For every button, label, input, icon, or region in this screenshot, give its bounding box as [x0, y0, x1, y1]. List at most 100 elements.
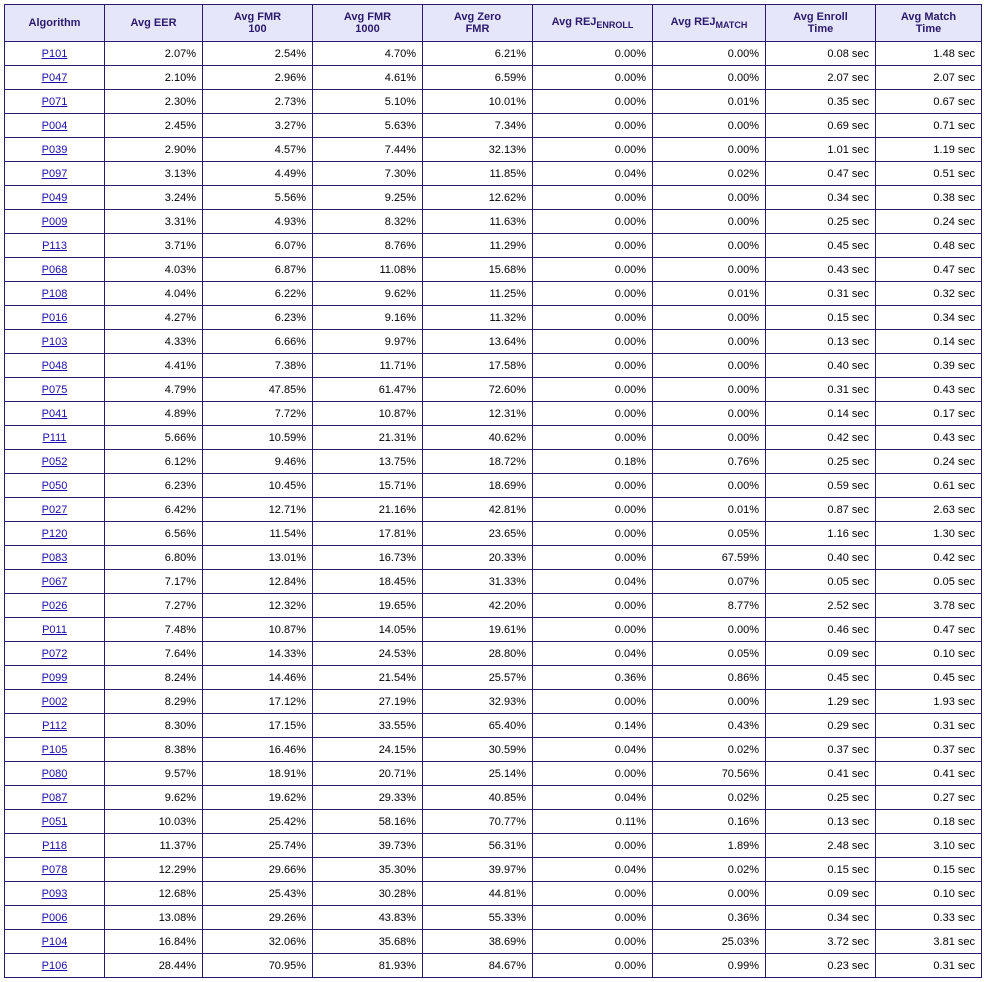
match_time-cell: 1.19 sec	[876, 138, 982, 162]
algorithm-link[interactable]: P009	[42, 216, 68, 228]
rej_match-cell: 0.01%	[653, 282, 766, 306]
col-header-fmr100[interactable]: Avg FMR100	[203, 5, 313, 42]
table-row: P0712.30%2.73%5.10%10.01%0.00%0.01%0.35 …	[5, 90, 982, 114]
algorithm-link[interactable]: P016	[42, 312, 68, 324]
algorithm-link[interactable]: P075	[42, 384, 68, 396]
fmr100-cell: 29.66%	[203, 858, 313, 882]
algorithm-link[interactable]: P113	[42, 240, 67, 252]
enroll_time-cell: 0.25 sec	[766, 786, 876, 810]
zerofmr-cell: 12.31%	[423, 402, 533, 426]
rej_match-cell: 25.03%	[653, 930, 766, 954]
rej_enroll-cell: 0.00%	[533, 138, 653, 162]
col-header-zerofmr[interactable]: Avg ZeroFMR	[423, 5, 533, 42]
col-header-algo[interactable]: Algorithm	[5, 5, 105, 42]
algorithm-link[interactable]: P104	[42, 936, 68, 948]
match_time-cell: 0.31 sec	[876, 954, 982, 978]
rej_match-cell: 8.77%	[653, 594, 766, 618]
col-header-eer[interactable]: Avg EER	[105, 5, 203, 42]
rej_enroll-cell: 0.00%	[533, 330, 653, 354]
enroll_time-cell: 0.87 sec	[766, 498, 876, 522]
enroll_time-cell: 0.15 sec	[766, 858, 876, 882]
algo-cell: P068	[5, 258, 105, 282]
algorithm-link[interactable]: P106	[42, 960, 68, 972]
algorithm-link[interactable]: P072	[42, 648, 68, 660]
algorithm-link[interactable]: P101	[42, 48, 68, 60]
algorithm-link[interactable]: P011	[42, 624, 67, 636]
match_time-cell: 0.34 sec	[876, 306, 982, 330]
match_time-cell: 0.61 sec	[876, 474, 982, 498]
match_time-cell: 0.67 sec	[876, 90, 982, 114]
col-header-fmr1000[interactable]: Avg FMR1000	[313, 5, 423, 42]
eer-cell: 4.04%	[105, 282, 203, 306]
fmr1000-cell: 35.30%	[313, 858, 423, 882]
algorithm-link[interactable]: P050	[42, 480, 68, 492]
algorithm-link[interactable]: P071	[42, 96, 68, 108]
algo-cell: P027	[5, 498, 105, 522]
algorithm-link[interactable]: P041	[42, 408, 68, 420]
rej_enroll-cell: 0.04%	[533, 738, 653, 762]
match_time-cell: 0.47 sec	[876, 618, 982, 642]
algorithm-link[interactable]: P118	[42, 840, 67, 852]
algorithm-link[interactable]: P002	[42, 696, 68, 708]
col-header-rej_enroll[interactable]: Avg REJENROLL	[533, 5, 653, 42]
rej_match-cell: 0.07%	[653, 570, 766, 594]
algo-cell: P049	[5, 186, 105, 210]
algorithm-link[interactable]: P027	[42, 504, 68, 516]
algorithm-link[interactable]: P120	[42, 528, 68, 540]
algo-cell: P071	[5, 90, 105, 114]
algorithm-link[interactable]: P112	[42, 720, 67, 732]
eer-cell: 8.24%	[105, 666, 203, 690]
eer-cell: 6.12%	[105, 450, 203, 474]
fmr1000-cell: 21.54%	[313, 666, 423, 690]
rej_match-cell: 0.00%	[653, 114, 766, 138]
enroll_time-cell: 0.15 sec	[766, 306, 876, 330]
algorithm-link[interactable]: P004	[42, 120, 68, 132]
algorithm-link[interactable]: P103	[42, 336, 68, 348]
algorithm-link[interactable]: P097	[42, 168, 68, 180]
zerofmr-cell: 32.13%	[423, 138, 533, 162]
eer-cell: 3.13%	[105, 162, 203, 186]
rej_enroll-cell: 0.00%	[533, 186, 653, 210]
algorithm-link[interactable]: P006	[42, 912, 68, 924]
algorithm-link[interactable]: P049	[42, 192, 68, 204]
algorithm-link[interactable]: P083	[42, 552, 68, 564]
algorithm-link[interactable]: P099	[42, 672, 68, 684]
zerofmr-cell: 72.60%	[423, 378, 533, 402]
algorithm-link[interactable]: P047	[42, 72, 68, 84]
col-header-enroll_time[interactable]: Avg EnrollTime	[766, 5, 876, 42]
col-header-match_time[interactable]: Avg MatchTime	[876, 5, 982, 42]
algo-cell: P072	[5, 642, 105, 666]
algorithm-link[interactable]: P026	[42, 600, 68, 612]
zerofmr-cell: 40.85%	[423, 786, 533, 810]
algo-cell: P041	[5, 402, 105, 426]
zerofmr-cell: 44.81%	[423, 882, 533, 906]
algorithm-link[interactable]: P111	[42, 432, 66, 444]
enroll_time-cell: 0.40 sec	[766, 546, 876, 570]
table-row: P10628.44%70.95%81.93%84.67%0.00%0.99%0.…	[5, 954, 982, 978]
algorithm-link[interactable]: P067	[42, 576, 68, 588]
enroll_time-cell: 0.40 sec	[766, 354, 876, 378]
fmr1000-cell: 39.73%	[313, 834, 423, 858]
algorithm-link[interactable]: P108	[42, 288, 68, 300]
rej_match-cell: 0.00%	[653, 210, 766, 234]
algorithm-link[interactable]: P039	[42, 144, 68, 156]
eer-cell: 4.27%	[105, 306, 203, 330]
algorithm-link[interactable]: P068	[42, 264, 68, 276]
algorithm-link[interactable]: P093	[42, 888, 68, 900]
algorithm-link[interactable]: P087	[42, 792, 68, 804]
algorithm-link[interactable]: P048	[42, 360, 68, 372]
rej_enroll-cell: 0.00%	[533, 930, 653, 954]
rej_enroll-cell: 0.11%	[533, 810, 653, 834]
rej_enroll-cell: 0.00%	[533, 210, 653, 234]
algorithm-link[interactable]: P051	[42, 816, 68, 828]
enroll_time-cell: 0.69 sec	[766, 114, 876, 138]
algorithm-link[interactable]: P078	[42, 864, 68, 876]
eer-cell: 7.17%	[105, 570, 203, 594]
table-row: P1128.30%17.15%33.55%65.40%0.14%0.43%0.2…	[5, 714, 982, 738]
algorithm-link[interactable]: P080	[42, 768, 68, 780]
col-header-rej_match[interactable]: Avg REJMATCH	[653, 5, 766, 42]
fmr1000-cell: 29.33%	[313, 786, 423, 810]
algorithm-link[interactable]: P052	[42, 456, 68, 468]
algorithm-link[interactable]: P105	[42, 744, 68, 756]
eer-cell: 7.48%	[105, 618, 203, 642]
